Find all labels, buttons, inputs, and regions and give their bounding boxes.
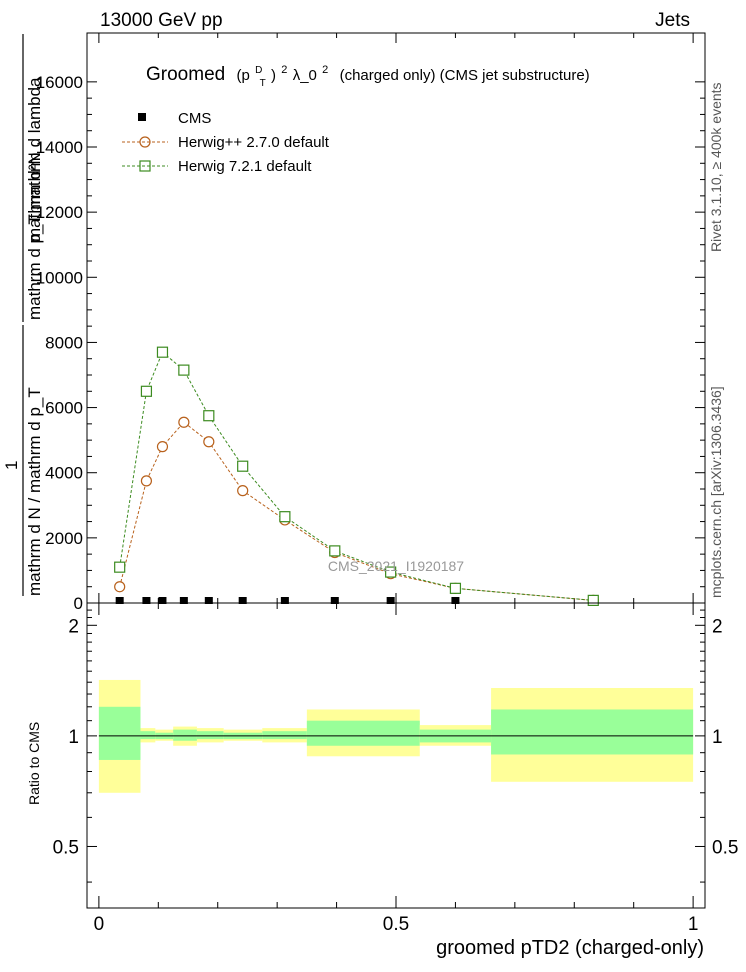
ratio-xtick-label: 0 (94, 914, 105, 935)
herwig7-point (329, 545, 341, 557)
main-ytick-label: 4000 (45, 464, 83, 483)
header-right-label: Jets (655, 10, 690, 31)
ratio-band-green (98, 706, 141, 760)
ratio-band-green (173, 729, 197, 741)
herwig7-point (587, 594, 599, 606)
ratio-band-green (306, 720, 420, 746)
rivet-version-label: Rivet 3.1.10, ≥ 400k events (708, 82, 724, 252)
y-label-numerator-bottom: mathrm d p_T mathrm d lambda (25, 77, 44, 320)
cms-data-point (238, 597, 247, 604)
y-label-numerator-top: mathrm d²N (25, 152, 44, 242)
cms-data-point (179, 597, 188, 604)
herwigpp-point (140, 475, 153, 487)
main-ytick-label: 6000 (45, 399, 83, 418)
title-paren: (p (236, 67, 249, 84)
title-lambda: λ_0 (293, 67, 317, 84)
herwig7-point (203, 410, 215, 422)
main-ytick-label: 16000 (36, 73, 83, 92)
title-close: ) (271, 67, 276, 84)
ratio-band-green (140, 731, 156, 740)
cms-data-point (142, 597, 151, 604)
herwig7-point (178, 364, 190, 376)
herwig7-point (449, 582, 462, 594)
ratio-band-green (196, 731, 224, 740)
legend-cms-marker (138, 113, 146, 121)
mcplots-label: mcplots.cern.ch [arXiv:1306.3436] (708, 386, 724, 598)
herwig7-point (385, 566, 397, 578)
legend-herwigpp-marker (139, 136, 151, 148)
herwig7-point (114, 561, 126, 573)
ratio-ytick-label: 1 (68, 727, 79, 748)
cms-data-point (115, 597, 124, 604)
main-ytick-label: 8000 (45, 333, 83, 352)
legend-herwig7-label: Herwig 7.2.1 default (178, 158, 312, 175)
main-ytick-label: 10000 (36, 268, 83, 287)
herwigpp-point (203, 436, 215, 448)
cms-data-point (280, 597, 289, 604)
cms-data-point (204, 597, 213, 604)
main-ytick-label: 14000 (36, 138, 83, 157)
main-ytick-label: 12000 (36, 203, 83, 222)
title-prefix: Groomed (146, 64, 225, 85)
main-ytick-label: 2000 (45, 529, 83, 548)
watermark-label: CMS_2021_I1920187 (328, 558, 464, 574)
title-sub-t: T (260, 78, 266, 89)
x-axis-label: groomed pTD2 (charged-only) (436, 937, 704, 959)
ratio-band-green (491, 709, 694, 755)
main-y-axis-label: mathrm d²N mathrm d p_T mathrm d lambda … (2, 34, 44, 596)
herwigpp-point (156, 441, 169, 453)
herwigpp-point (178, 416, 190, 428)
ratio-y-axis-label: Ratio to CMS (26, 722, 42, 805)
main-ytick-label: 0 (74, 594, 83, 613)
herwig7-point (140, 385, 153, 397)
herwig7-point (279, 511, 291, 523)
y-label-denominator: mathrm d N / mathrm d p_T (25, 387, 44, 596)
legend-herwigpp-label: Herwig++ 2.7.0 default (178, 134, 330, 151)
ratio-ytick-label-right: 1 (712, 727, 723, 748)
legend-cms-label: CMS (178, 110, 211, 127)
ratio-ytick-label-right: 2 (712, 616, 723, 637)
herwig7-point (237, 460, 249, 472)
ratio-xtick-label: 0.5 (383, 914, 409, 935)
herwigpp-point (114, 581, 126, 593)
ratio-ytick-label: 0.5 (53, 837, 79, 858)
cms-data-point (386, 597, 395, 604)
legend-herwig7-marker (139, 160, 151, 172)
legend: CMS Herwig++ 2.7.0 default Herwig 7.2.1 … (122, 110, 330, 175)
title-sq2: 2 (322, 64, 328, 76)
ratio-ytick-label-right: 0.5 (712, 837, 738, 858)
herwig7-point (156, 346, 169, 358)
ratio-xtick-label: 1 (688, 914, 699, 935)
y-label-factor: 1 (2, 461, 21, 470)
cms-data-point (451, 597, 460, 604)
header-left-label: 13000 GeV pp (100, 10, 223, 31)
title-suffix: (charged only) (CMS jet substructure) (340, 67, 590, 84)
plot-title: Groomed (p D T ) 2 λ_0 2 (charged only) … (146, 57, 590, 91)
ratio-band-green (262, 731, 307, 740)
herwigpp-point (237, 485, 249, 497)
ratio-ytick-label: 2 (68, 616, 79, 637)
cms-data-point (158, 597, 167, 604)
title-sq: 2 (281, 64, 287, 76)
title-sup-d: D (255, 65, 262, 76)
cms-data-point (330, 597, 339, 604)
